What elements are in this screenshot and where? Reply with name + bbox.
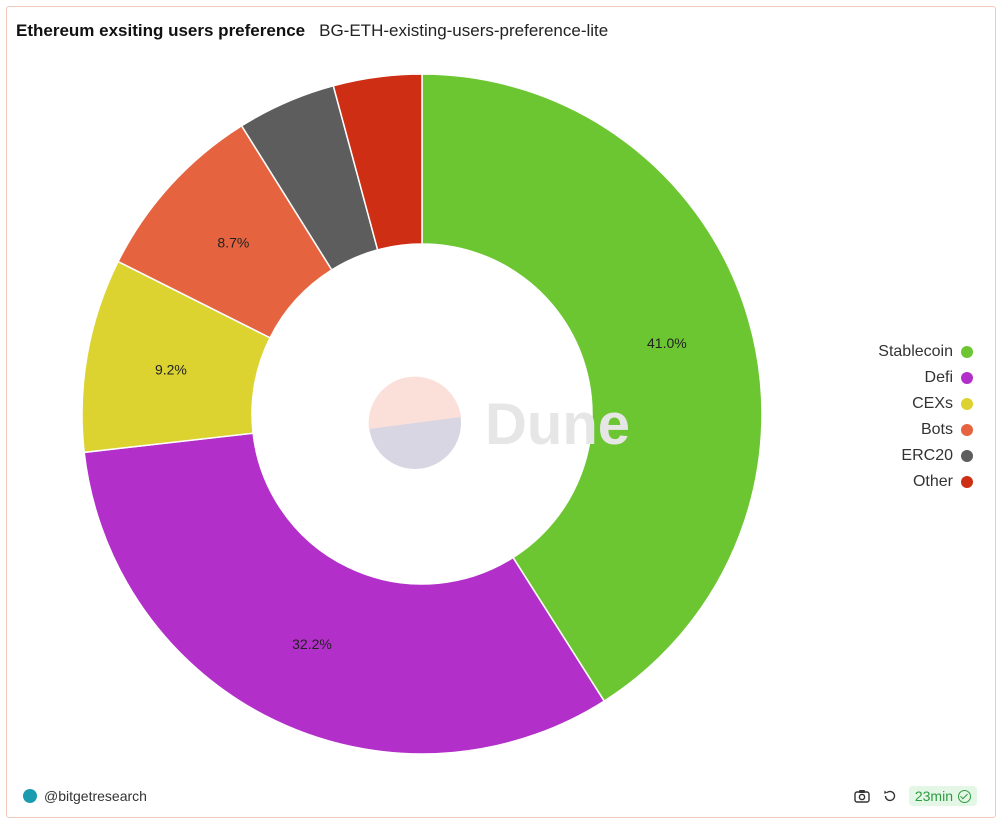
legend-swatch: [961, 450, 973, 462]
legend-item-defi[interactable]: Defi: [878, 365, 973, 391]
watermark-text: Dune: [485, 392, 630, 457]
dune-watermark: Dune: [368, 376, 630, 469]
data-label-cexs: 9.2%: [155, 361, 187, 377]
legend-swatch: [961, 424, 973, 436]
legend-swatch: [961, 398, 973, 410]
legend-item-erc20[interactable]: ERC20: [878, 443, 973, 469]
legend-label: Other: [912, 473, 953, 490]
chart-header: Ethereum exsiting users preference BG-ET…: [16, 21, 608, 45]
legend-label: Stablecoin: [878, 343, 953, 360]
legend-label: Defi: [924, 369, 953, 386]
legend-swatch: [961, 346, 973, 358]
legend-label: ERC20: [901, 447, 953, 464]
data-label-stablecoin: 41.0%: [647, 335, 687, 351]
slice-stablecoin[interactable]: [421, 73, 763, 703]
chart-legend: Stablecoin Defi CEXs Bots ERC20 Other: [878, 339, 973, 495]
chart-card: Ethereum exsiting users preference BG-ET…: [6, 6, 996, 818]
refresh-icon[interactable]: [879, 785, 901, 807]
camera-icon[interactable]: [851, 785, 873, 807]
legend-item-stablecoin[interactable]: Stablecoin: [878, 339, 973, 365]
legend-swatch: [961, 372, 973, 384]
legend-item-cexs[interactable]: CEXs: [878, 391, 973, 417]
legend-label: Bots: [920, 421, 953, 438]
legend-item-other[interactable]: Other: [878, 469, 973, 495]
refresh-age-badge[interactable]: 23min: [908, 786, 977, 806]
data-label-bots: 8.7%: [217, 234, 249, 250]
data-label-defi: 32.2%: [292, 636, 332, 652]
check-circle-icon: [958, 789, 971, 803]
chart-title: Ethereum exsiting users preference: [16, 21, 306, 40]
slice-defi[interactable]: [83, 432, 606, 755]
author-name: @bitgetresearch: [44, 788, 147, 804]
author-link[interactable]: @bitgetresearch: [23, 788, 147, 804]
legend-label: CEXs: [912, 395, 953, 412]
chart-subtitle: BG-ETH-existing-users-preference-lite: [319, 21, 609, 40]
avatar: [23, 789, 37, 803]
donut-chart: 41.0% 32.2% 9.2% 8.7% Dune: [81, 73, 763, 755]
legend-swatch: [961, 476, 973, 488]
legend-item-bots[interactable]: Bots: [878, 417, 973, 443]
refresh-age: 23min: [914, 788, 953, 804]
slice-other[interactable]: [332, 73, 423, 251]
footer-actions: 23min: [845, 785, 977, 807]
